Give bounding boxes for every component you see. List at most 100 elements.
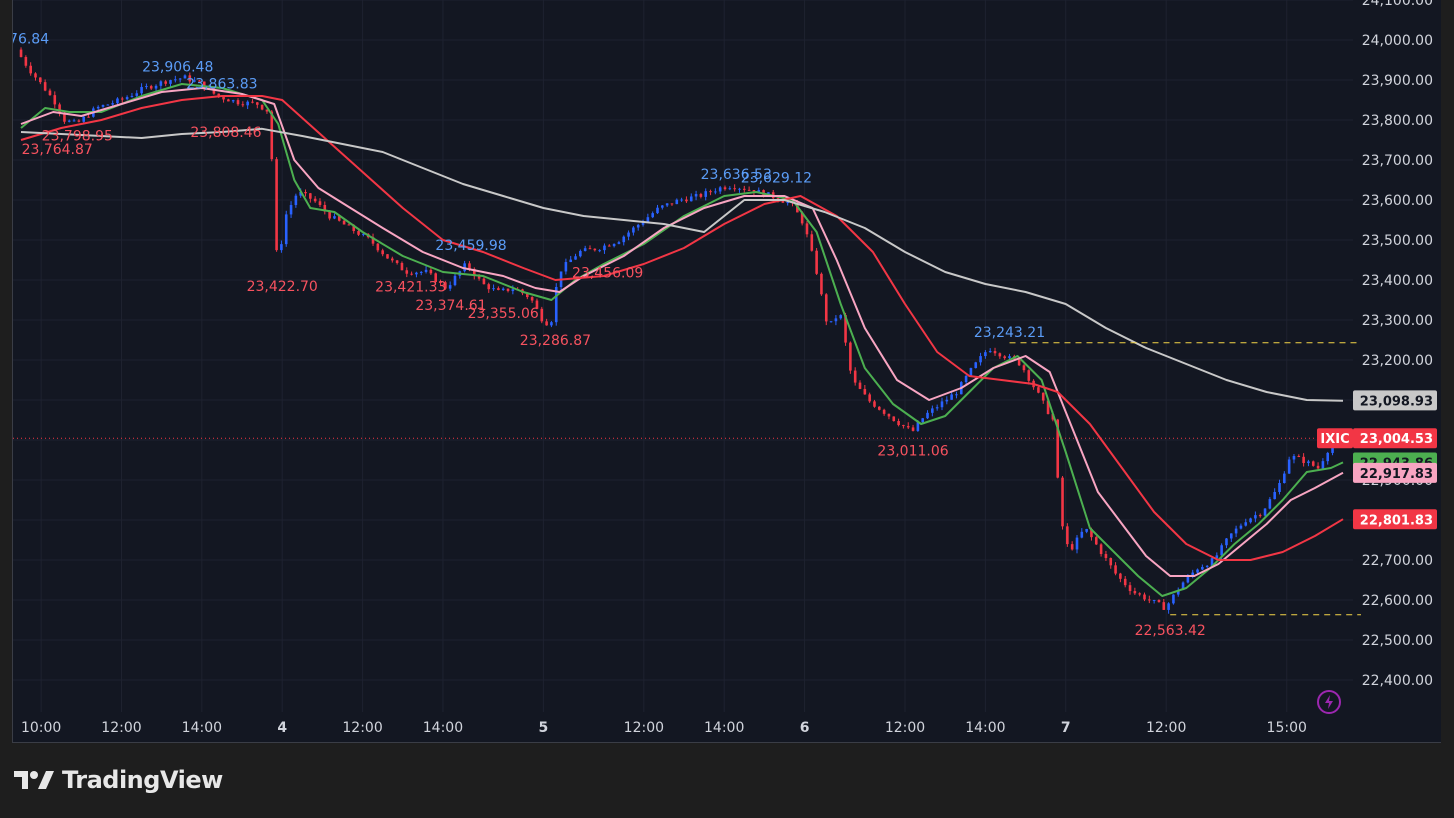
price-badge: 22,801.83 <box>1353 509 1437 530</box>
candle-body <box>1283 473 1286 484</box>
candle-body <box>718 187 722 192</box>
candle-body <box>313 198 317 202</box>
candle-body <box>1109 558 1113 566</box>
candle-body <box>906 426 910 428</box>
candle-body <box>1157 599 1161 603</box>
x-tick-label: 14:00 <box>704 720 744 736</box>
candle-body <box>574 256 577 260</box>
candle-body <box>714 191 717 193</box>
candle-body <box>849 342 852 371</box>
candle-body <box>1201 566 1204 570</box>
candle-body <box>280 244 283 251</box>
candle-body <box>1128 585 1132 592</box>
candle-body <box>1148 599 1151 601</box>
candle-body <box>67 120 71 122</box>
candle-body <box>911 427 915 431</box>
candle-body <box>805 223 809 235</box>
price-chart[interactable]: 22,400.00 22,500.00 22,600.00 22,700.00 22,8… <box>13 0 1441 742</box>
candle-body <box>164 81 167 84</box>
candle-body <box>1244 522 1248 526</box>
candle-body <box>487 284 491 290</box>
high-label: 23,636.53 <box>701 167 772 183</box>
candle-body <box>48 90 52 96</box>
y-tick-label: 23,500.00 <box>1362 233 1433 249</box>
candle-body <box>704 191 708 197</box>
high-label: 23,459.98 <box>435 238 506 254</box>
candle-body <box>1278 483 1281 492</box>
candle-body <box>1099 544 1103 555</box>
candle-body <box>607 245 611 247</box>
candle-body <box>231 100 235 102</box>
candle-body <box>347 224 351 226</box>
candle-body <box>569 259 573 263</box>
candle-body <box>636 224 640 228</box>
price-badge-bg <box>1353 390 1437 411</box>
candle-body <box>882 409 886 414</box>
candle-body <box>463 263 466 272</box>
candle-body <box>984 352 987 357</box>
candle-body <box>415 272 418 275</box>
candle-body <box>159 81 163 86</box>
candle-body <box>424 269 428 272</box>
candle-body <box>622 236 626 243</box>
candle-body <box>429 269 433 274</box>
x-tick-label: 12:00 <box>1146 720 1186 736</box>
candle-body <box>72 120 76 122</box>
candle-body <box>1229 533 1233 539</box>
candle-body <box>405 270 409 274</box>
lightning-icon[interactable] <box>1317 690 1341 714</box>
candle-body <box>260 104 264 110</box>
candle-body <box>145 86 148 88</box>
candle-body <box>193 80 196 82</box>
candle-body <box>810 234 814 251</box>
candle-body <box>1172 594 1175 604</box>
candle-body <box>1061 477 1064 527</box>
low-label: 23,421.33 <box>375 280 446 296</box>
high-label: 23,629.12 <box>741 170 812 186</box>
candle-body <box>381 250 384 255</box>
candle-body <box>1191 572 1195 577</box>
x-tick-label: 14:00 <box>182 720 222 736</box>
candle-body <box>497 288 500 290</box>
candle-body <box>1215 555 1219 559</box>
candle-body <box>96 106 100 109</box>
candle-body <box>202 81 206 89</box>
candle-body <box>154 85 158 89</box>
candle-body <box>887 413 891 417</box>
candle-body <box>1090 528 1093 538</box>
candle-body <box>1321 461 1325 469</box>
candle-body <box>921 418 924 423</box>
candle-body <box>786 202 789 204</box>
candle-body <box>63 112 66 122</box>
chart-panel[interactable]: 22,400.00 22,500.00 22,600.00 22,700.00 22,8… <box>12 0 1441 743</box>
candle-body <box>545 321 548 326</box>
candle-body <box>337 216 341 221</box>
candle-body <box>227 99 230 102</box>
candle-body <box>550 322 553 326</box>
candle-body <box>738 188 741 190</box>
candle-body <box>140 86 143 94</box>
candle-body <box>993 351 997 354</box>
y-tick-label: 23,400.00 <box>1362 273 1433 289</box>
candle-body <box>1017 359 1021 366</box>
candle-body <box>858 382 862 389</box>
candle-body <box>1104 554 1108 559</box>
lightning-icon-bolt <box>1325 695 1333 709</box>
candle-body <box>641 222 645 225</box>
low-label: 22,563.42 <box>1135 623 1206 639</box>
candle-body <box>241 104 245 106</box>
tradingview-logo[interactable]: TradingView <box>14 764 223 796</box>
y-tick-label: 23,700.00 <box>1362 153 1433 169</box>
x-tick-label: 10:00 <box>21 720 61 736</box>
candle-body <box>1181 582 1185 590</box>
x-tick-label: 6 <box>800 720 810 736</box>
candle-body <box>535 300 539 309</box>
low-label: 23,798.95 <box>42 128 113 144</box>
candle-body <box>1167 603 1170 610</box>
low-label: 23,808.46 <box>190 125 261 141</box>
candle-body <box>540 308 544 322</box>
candle-body <box>1070 544 1074 550</box>
candle-body <box>304 191 307 194</box>
x-tick-label: 5 <box>539 720 549 736</box>
candle-body <box>583 248 587 251</box>
